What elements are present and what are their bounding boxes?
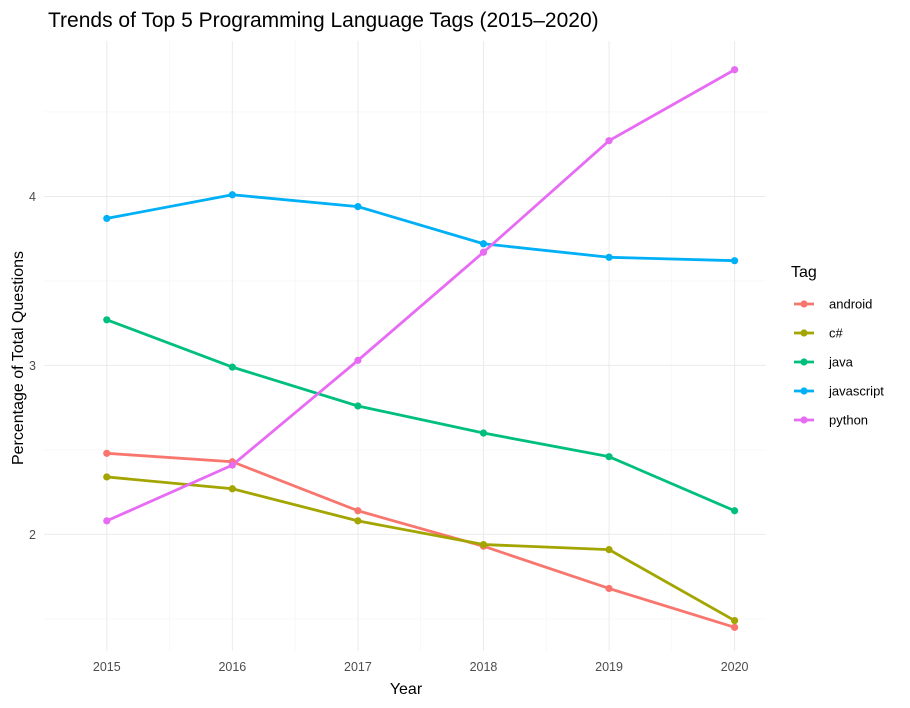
data-point-javascript (731, 257, 739, 265)
x-tick-label: 2020 (721, 660, 749, 674)
y-tick-label: 2 (29, 528, 36, 542)
data-point-java (605, 453, 613, 461)
y-axis-title: Percentage of Total Questions (10, 251, 27, 465)
series-line-csharp (105, 475, 737, 622)
data-point-javascript (354, 202, 362, 211)
legend-key-point-python (800, 416, 808, 424)
series-lines (105, 68, 737, 629)
data-point-python (479, 248, 488, 256)
data-point-android (103, 449, 111, 457)
data-point-python (605, 137, 613, 145)
data-point-python (354, 356, 362, 364)
legend-label-python: python (829, 413, 868, 428)
data-point-java (103, 316, 111, 324)
legend-key-point-android (800, 300, 808, 308)
data-point-csharp (103, 473, 111, 481)
data-point-csharp (605, 546, 613, 554)
legend-label-java: java (828, 355, 854, 370)
data-point-java (354, 402, 362, 410)
data-point-python (103, 517, 111, 525)
data-point-java (228, 363, 236, 371)
y-tick-labels: 2 3 4 (29, 190, 36, 542)
data-point-python (731, 66, 739, 74)
x-tick-label: 2017 (344, 660, 372, 674)
x-tick-label: 2016 (218, 660, 246, 674)
data-point-android (731, 623, 739, 631)
legend-key-point-csharp (800, 329, 808, 337)
data-point-javascript (228, 191, 236, 199)
grid (44, 41, 766, 651)
series-line-java (105, 318, 737, 513)
x-axis-title: Year (390, 681, 423, 698)
legend-key-point-javascript (800, 387, 808, 395)
series-line-python (105, 68, 737, 523)
data-point-csharp (731, 616, 739, 625)
data-point-csharp (479, 540, 488, 549)
legend-label-android: android (829, 297, 872, 312)
x-tick-label: 2018 (470, 660, 498, 674)
series-points (103, 66, 739, 631)
data-point-android (354, 507, 362, 515)
series-line-javascript (105, 193, 737, 263)
series-line-android (105, 451, 737, 629)
legend-key-point-java (800, 358, 808, 366)
data-point-android (605, 584, 613, 593)
legend-title: Tag (791, 264, 817, 281)
legend-items: android c# java javascript python (794, 297, 884, 428)
data-point-javascript (479, 240, 488, 248)
data-point-csharp (228, 485, 236, 493)
y-tick-label: 3 (29, 359, 36, 373)
data-point-java (731, 507, 739, 515)
x-tick-label: 2019 (595, 660, 623, 674)
y-tick-label: 4 (29, 190, 36, 204)
legend-label-javascript: javascript (828, 384, 884, 399)
data-point-java (479, 429, 488, 437)
chart-title: Trends of Top 5 Programming Language Tag… (48, 9, 599, 32)
data-point-csharp (354, 517, 362, 525)
legend: Tag android c# java javascript python (791, 264, 884, 428)
x-tick-label: 2015 (93, 660, 121, 674)
data-point-python (228, 461, 236, 469)
x-tick-labels: 2015 2016 2017 2018 2019 2020 (93, 660, 749, 674)
data-point-javascript (103, 214, 111, 223)
legend-label-csharp: c# (829, 326, 844, 341)
data-point-javascript (605, 253, 613, 261)
